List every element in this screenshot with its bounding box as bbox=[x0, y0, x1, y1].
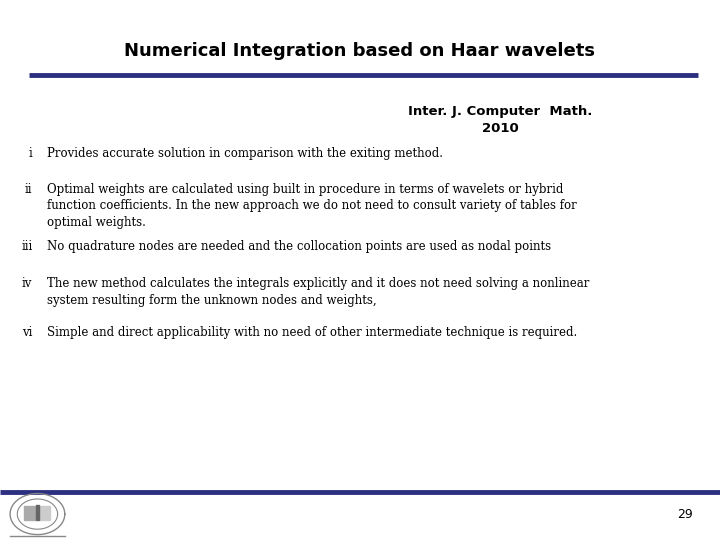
Polygon shape bbox=[39, 506, 50, 520]
Polygon shape bbox=[36, 505, 39, 520]
Text: Inter. J. Computer  Math.: Inter. J. Computer Math. bbox=[408, 105, 593, 118]
Text: Simple and direct applicability with no need of other intermediate technique is : Simple and direct applicability with no … bbox=[47, 326, 577, 339]
Text: The new method calculates the integrals explicitly and it does not need solving : The new method calculates the integrals … bbox=[47, 277, 589, 307]
Text: 29: 29 bbox=[677, 508, 693, 521]
Text: Provides accurate solution in comparison with the exiting method.: Provides accurate solution in comparison… bbox=[47, 147, 443, 160]
Text: No quadrature nodes are needed and the collocation points are used as nodal poin: No quadrature nodes are needed and the c… bbox=[47, 240, 551, 253]
Text: Numerical Integration based on Haar wavelets: Numerical Integration based on Haar wave… bbox=[125, 42, 595, 60]
Text: Optimal weights are calculated using built in procedure in terms of wavelets or : Optimal weights are calculated using bui… bbox=[47, 183, 577, 228]
Text: ii: ii bbox=[25, 183, 32, 195]
Text: vi: vi bbox=[22, 326, 32, 339]
Polygon shape bbox=[24, 506, 36, 520]
Text: iii: iii bbox=[21, 240, 32, 253]
Text: iv: iv bbox=[22, 277, 32, 290]
Text: 2010: 2010 bbox=[482, 122, 519, 134]
Text: i: i bbox=[29, 147, 32, 160]
